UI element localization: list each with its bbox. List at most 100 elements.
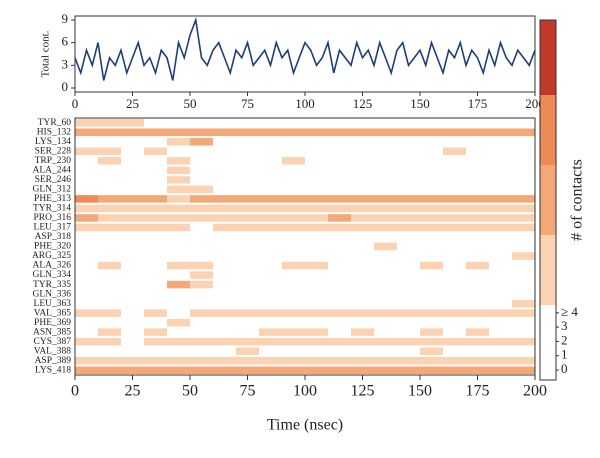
heat-cell	[98, 290, 121, 298]
line	[74, 16, 536, 81]
heat-cell	[259, 309, 282, 317]
heat-cell	[351, 280, 374, 289]
heat-cell	[351, 290, 374, 298]
heat-cell	[305, 356, 328, 365]
heat-cell	[397, 223, 420, 232]
heat-cell	[213, 233, 236, 241]
heat-cell	[190, 271, 213, 279]
heat-cell	[282, 147, 305, 156]
heat-cell	[213, 185, 236, 194]
heat-cell	[443, 366, 466, 374]
heat-cell	[466, 157, 489, 165]
heat-cell	[213, 138, 236, 146]
heat-cell	[236, 204, 259, 213]
colorbar-tick-label: 3	[561, 318, 568, 333]
heat-cell	[167, 138, 190, 146]
heat-cell	[420, 261, 443, 270]
heat-cell	[328, 366, 351, 374]
heat-cell	[466, 280, 489, 289]
heat-cell	[420, 185, 443, 194]
heat-cell	[489, 328, 512, 336]
heat-cell	[351, 242, 374, 251]
heat-cell	[489, 337, 512, 346]
heat-cell	[397, 204, 420, 213]
heat-cell	[121, 166, 144, 175]
heat-cell	[397, 252, 420, 260]
heat-cell	[236, 233, 259, 241]
heat-cell	[443, 242, 466, 251]
heat-cell	[282, 195, 305, 203]
heat-cell	[489, 280, 512, 289]
x-tick-label: 150	[408, 383, 432, 400]
heat-cell	[489, 233, 512, 241]
heat-cell	[98, 318, 121, 327]
heat-cell	[213, 299, 236, 308]
heat-cell	[420, 119, 443, 127]
heat-cell	[75, 271, 98, 279]
y-tick-label: HIS_132	[37, 127, 72, 137]
heat-cell	[98, 328, 121, 336]
heat-cell	[489, 347, 512, 355]
heat-cell	[236, 214, 259, 222]
heat-cell	[466, 271, 489, 279]
heat-cell	[167, 185, 190, 194]
heat-cell	[466, 366, 489, 374]
heat-cell	[75, 157, 98, 165]
heat-cell	[305, 166, 328, 175]
heat-cell	[466, 119, 489, 127]
heat-cell	[512, 309, 535, 317]
heat-cell	[420, 299, 443, 308]
heat-cell	[98, 366, 121, 374]
heat-cell	[121, 280, 144, 289]
heat-cell	[190, 242, 213, 251]
heat-cell	[328, 166, 351, 175]
heat-cell	[98, 261, 121, 270]
heat-cell	[489, 299, 512, 308]
heat-cell	[397, 157, 420, 165]
y-tick-label: LYS_134	[35, 137, 71, 147]
heat-cell	[374, 290, 397, 298]
heat-cell	[259, 147, 282, 156]
heat-cell	[121, 176, 144, 184]
heat-cell	[466, 252, 489, 260]
heat-cell	[489, 214, 512, 222]
heat-cell	[236, 157, 259, 165]
heat-cell	[75, 138, 98, 146]
heat-cell	[305, 290, 328, 298]
heat-cell	[98, 185, 121, 194]
heat-cell	[121, 233, 144, 241]
heat-cell	[121, 347, 144, 355]
heat-cell	[213, 214, 236, 222]
heat-cell	[121, 195, 144, 203]
heat-cell	[351, 195, 374, 203]
heat-cell	[328, 157, 351, 165]
heat-cell	[305, 318, 328, 327]
heat-cell	[236, 328, 259, 336]
heat-cell	[144, 242, 167, 251]
heat-cell	[420, 128, 443, 137]
heat-cell	[213, 195, 236, 203]
heat-cell	[144, 195, 167, 203]
heat-cell	[75, 356, 98, 365]
heat-cell	[305, 328, 328, 336]
heat-cell	[351, 157, 374, 165]
heat-cell	[305, 261, 328, 270]
heat-cell	[167, 356, 190, 365]
heat-cell	[351, 233, 374, 241]
heat-cell	[190, 299, 213, 308]
heat-cell	[282, 128, 305, 137]
heat-cell	[374, 157, 397, 165]
heat-cell	[328, 328, 351, 336]
heat-cell	[328, 176, 351, 184]
heat-cell	[75, 176, 98, 184]
heat-cell	[374, 309, 397, 317]
heat-cell	[489, 356, 512, 365]
heat-cell	[512, 233, 535, 241]
heat-cell	[397, 119, 420, 127]
heat-cell	[305, 280, 328, 289]
heat-cell	[213, 157, 236, 165]
heat-cell	[489, 252, 512, 260]
x-tick-label: 25	[126, 96, 139, 111]
heat-cell	[305, 271, 328, 279]
heat-cell	[75, 309, 98, 317]
